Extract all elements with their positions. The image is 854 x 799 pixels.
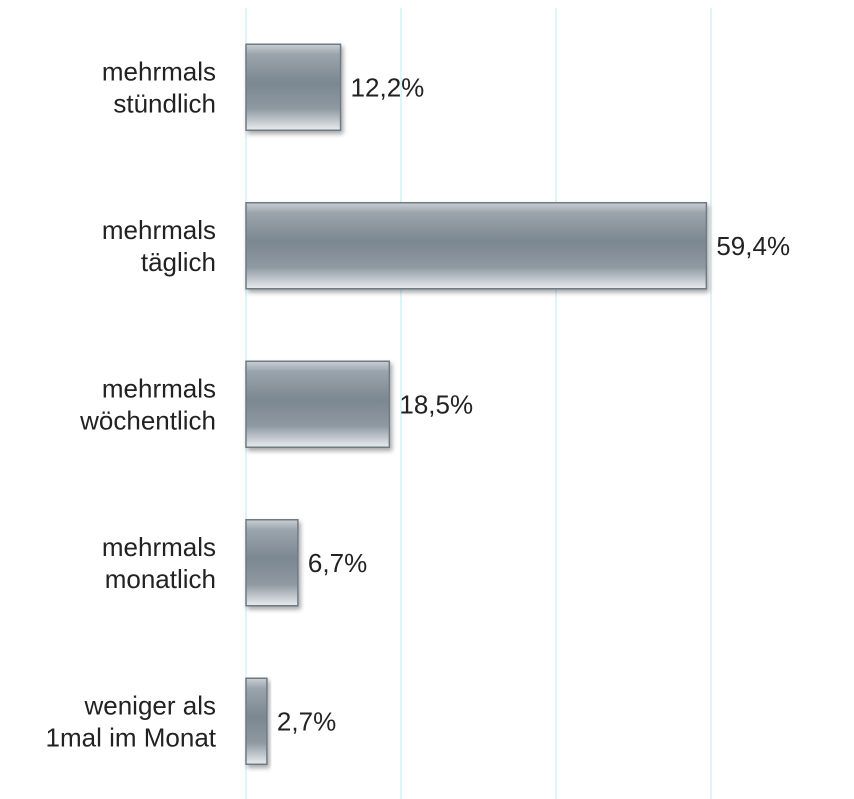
category-label-3-line-1: monatlich [105,564,216,594]
value-label-0: 12,2% [351,72,425,102]
value-label-4: 2,7% [277,706,336,736]
category-label-3: mehrmals monatlich [102,532,216,594]
category-label-0-line-0: mehrmals [102,56,216,86]
category-label-0-line-1: stündlich [113,88,216,118]
value-label-3: 6,7% [308,548,367,578]
category-label-4-line-0: weniger als [83,690,216,720]
bar-0 [245,43,342,131]
category-label-4: weniger als 1mal im Monat [46,690,217,752]
category-label-3-line-0: mehrmals [102,532,216,562]
category-label-1: mehrmals täglich [102,215,216,277]
bar-2 [245,360,391,448]
category-label-2-line-1: wöchentlich [79,405,216,435]
category-label-1-line-1: täglich [141,247,216,277]
bar-4 [245,677,268,765]
bar-1 [245,202,708,290]
value-label-1: 59,4% [716,231,790,261]
category-label-2-line-0: mehrmals [102,373,216,403]
value-label-2: 18,5% [399,389,473,419]
category-label-0: mehrmals stündlich [102,56,216,118]
bars [245,43,708,765]
category-label-2: mehrmals wöchentlich [79,373,216,435]
category-label-1-line-0: mehrmals [102,215,216,245]
category-label-4-line-1: 1mal im Monat [46,722,217,752]
bar-3 [245,519,299,607]
